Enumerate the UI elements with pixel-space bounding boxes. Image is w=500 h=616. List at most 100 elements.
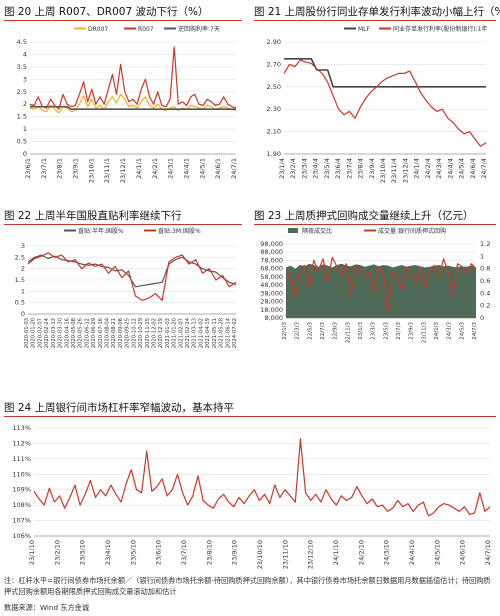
x-tick-label: 23/1/10: [28, 540, 36, 565]
x-tick-label: 2024-07-02: [232, 318, 238, 348]
y-tick-label: 58,000: [260, 273, 283, 281]
panel-title: 图 24 上周银行间市场杠杆率窄幅波动，基本持平: [4, 400, 496, 417]
panel-title: 图 23 上周质押式回购成交量继续上升（亿元）: [254, 208, 496, 225]
x-tick-label: 23/7/4: [345, 158, 353, 179]
x-tick-label: 23/7/1: [40, 158, 48, 179]
y-tick-label: 2.30: [267, 105, 281, 113]
y2-tick-label: 0: [480, 314, 484, 322]
x-tick-label: 2020-10-29: [138, 318, 144, 348]
y-tick-label: 0: [23, 150, 27, 158]
chart-repo-volume: 8,00018,00028,00038,00048,00058,00068,00…: [260, 227, 490, 344]
x-tick-label: 2020-01-20: [31, 318, 37, 348]
x-tick-label: 2020-03-30: [58, 318, 64, 348]
y-tick-label: 0: [21, 310, 25, 318]
x-tick-label: 23/11/3: [421, 322, 427, 344]
x-tick-label: 24/6/4: [469, 158, 477, 179]
y-tick-label: 68,000: [260, 265, 283, 273]
x-tick-label: 23/12/4: [401, 158, 409, 183]
x-tick-label: 23/12/10: [307, 540, 315, 569]
x-tick-label: 2021-01-20: [172, 318, 178, 348]
x-tick-label: 23/5/3: [383, 321, 389, 339]
x-tick-label: 2020-09-25: [125, 318, 131, 348]
legend-label: R007: [138, 26, 154, 33]
x-tick-label: 2020-05-08: [71, 318, 77, 348]
y2-tick-label: 1: [480, 252, 484, 260]
y-tick-label: 98,000: [260, 240, 283, 248]
x-tick-label: 2021-06-14: [225, 317, 231, 348]
y-tick-label: 107%: [12, 517, 31, 525]
y2-tick-label: 1.2: [480, 240, 490, 248]
x-tick-label: 2020-06-29: [91, 318, 97, 348]
legend-label: 隔夜成交比: [302, 227, 332, 235]
x-tick-label: 24/4/1: [182, 158, 190, 179]
y-tick-label: 0.5: [17, 138, 27, 146]
x-tick-label: 2021-04-02: [198, 318, 204, 348]
x-tick-label: 2021-04-19: [205, 318, 211, 348]
y2-tick-label: 0.2: [480, 302, 490, 310]
x-tick-label: 23/3/4: [300, 158, 308, 179]
x-tick-label: 23/9/3: [409, 321, 415, 339]
x-tick-label: 2020-09-08: [118, 318, 124, 348]
y-tick-label: 2.5: [15, 253, 25, 261]
y-tick-label: 111%: [12, 455, 31, 463]
x-tick-label: 23/10/10: [256, 540, 264, 569]
y-tick-label: 1.5: [15, 276, 25, 284]
y-tick-label: 3: [21, 242, 25, 250]
x-tick-label: 2021-05-28: [219, 318, 225, 348]
x-tick-label: 22/9/3: [333, 321, 339, 339]
panel-repo-volume: 图 23 上周质押式回购成交量继续上升（亿元） 8,000 18,000 28,00…: [254, 208, 496, 398]
y-tick-label: 1: [23, 125, 27, 133]
series-line-1: [285, 256, 477, 312]
x-tick-label: 23/6/1: [24, 158, 32, 179]
y-tick-label: 2.70: [267, 60, 281, 68]
y-tick-label: 113%: [12, 424, 31, 432]
x-tick-label: 24/3/10: [383, 540, 391, 565]
x-tick-label: 24/1/10: [332, 540, 340, 565]
y-tick-label: 4: [23, 50, 27, 58]
x-tick-label: 22/11/3: [345, 322, 351, 344]
x-tick-label: 23/1/3: [358, 321, 364, 339]
legend-swatch: [288, 228, 298, 233]
y-tick-label: 28,000: [260, 298, 283, 306]
x-tick-label: 22/5/3: [307, 321, 313, 339]
x-tick-label: 2020-04-16: [64, 318, 70, 348]
y-tick-label: 109%: [12, 486, 31, 494]
x-tick-label: 24/3/1: [167, 158, 175, 179]
legend-label: 直贴:半年:国股%: [78, 227, 124, 235]
x-tick-label: 23/12/1: [119, 158, 127, 183]
x-tick-label: 22/3/3: [295, 321, 301, 339]
x-tick-label: 23/10/1: [87, 158, 95, 183]
y-tick-label: 18,000: [260, 306, 283, 314]
x-tick-label: 24/2/4: [424, 158, 432, 179]
series-line-0: [284, 58, 486, 88]
x-tick-label: 23/5/10: [129, 540, 137, 565]
x-tick-label: 2020-06-12: [84, 318, 90, 348]
x-tick-label: 23/10/4: [379, 158, 387, 183]
series-line-1: [283, 59, 487, 147]
x-tick-label: 24/7/3: [472, 321, 478, 339]
legend-label: MLF: [358, 26, 371, 33]
x-tick-label: 2021-02-24: [185, 317, 191, 348]
x-tick-label: 24/3/3: [447, 321, 453, 339]
x-tick-label: 23/6/4: [334, 158, 342, 179]
x-tick-label: 24/3/4: [435, 158, 443, 179]
x-tick-label: 23/4/10: [104, 540, 112, 565]
x-tick-label: 22/1/3: [282, 321, 288, 339]
y-tick-label: 3: [23, 75, 27, 83]
y-tick-label: 8,000: [264, 314, 283, 322]
y-tick-label: 1: [21, 287, 25, 295]
x-tick-label: 2020-02-07: [37, 318, 43, 348]
x-tick-label: 23/3/3: [371, 321, 377, 339]
y-tick-label: 1.5: [17, 113, 27, 121]
x-tick-label: 2021-05-11: [212, 318, 218, 348]
panel-title: 图 20 上周 R007、DR007 波动下行（%）: [4, 4, 242, 21]
y-tick-label: 2.90: [267, 38, 281, 46]
x-tick-label: 24/5/10: [433, 540, 441, 565]
y-tick-label: 0.5: [15, 299, 25, 307]
y2-tick-label: 0.6: [480, 277, 490, 285]
panel-r007-dr007: 图 20 上周 R007、DR007 波动下行（%） 0 0.5 1 1.5 2 2.5 3…: [4, 4, 242, 204]
chart-r007-dr007: 0 0.5 1 1.5 2 2.5 3 3.5 4 4.5 23/6/1 23/7/1 23/8/1 23…: [17, 25, 238, 183]
x-tick-label: 23/11/10: [281, 540, 289, 569]
x-tick-label: 2020-07-16: [98, 318, 104, 348]
legend-label: 同业存单发行利率(股份制银行):1年: [393, 25, 488, 33]
